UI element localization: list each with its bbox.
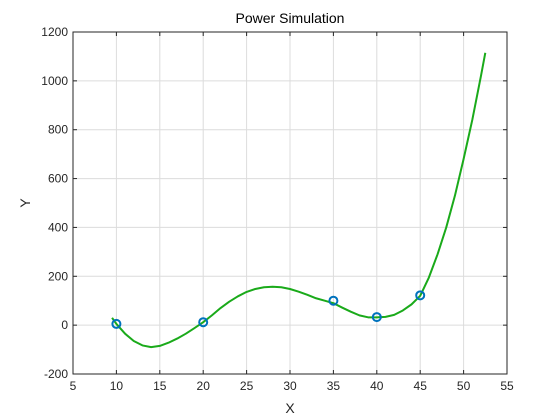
x-tick-label: 25 (240, 379, 254, 393)
y-axis-label: Y (17, 198, 33, 208)
tick-labels: 5 10 15 20 25 30 35 40 45 50 55 -200 0 200 400 600 800 10… (41, 25, 514, 393)
chart-title: Power Simulation (236, 10, 345, 26)
data-point-marker (371, 312, 382, 323)
x-tick-label: 35 (327, 379, 341, 393)
x-tick-label: 45 (414, 379, 428, 393)
fit-curve-line (111, 52, 487, 349)
y-tick-label: 400 (48, 220, 68, 234)
y-tick-label: 1000 (41, 74, 68, 88)
x-tick-label: 30 (283, 379, 297, 393)
series (111, 52, 487, 349)
data-point-marker (328, 295, 339, 306)
plot-frame (72, 31, 508, 375)
data-point-marker (111, 318, 122, 329)
y-tick-label: 1200 (41, 25, 68, 39)
x-tick-label: 5 (70, 379, 77, 393)
data-point-marker (198, 317, 209, 328)
y-tick-label: -200 (44, 367, 68, 381)
y-tick-label: 200 (48, 269, 68, 283)
x-tick-label: 40 (370, 379, 384, 393)
x-tick-label: 10 (110, 379, 124, 393)
y-tick-label: 800 (48, 123, 68, 137)
x-axis-label: X (285, 400, 295, 416)
y-tick-label: 0 (61, 318, 68, 332)
x-tick-label: 15 (153, 379, 167, 393)
y-tick-label: 600 (48, 172, 68, 186)
data-point-marker (415, 290, 426, 301)
x-tick-label: 20 (197, 379, 211, 393)
x-tick-label: 50 (457, 379, 471, 393)
x-tick-label: 55 (500, 379, 514, 393)
